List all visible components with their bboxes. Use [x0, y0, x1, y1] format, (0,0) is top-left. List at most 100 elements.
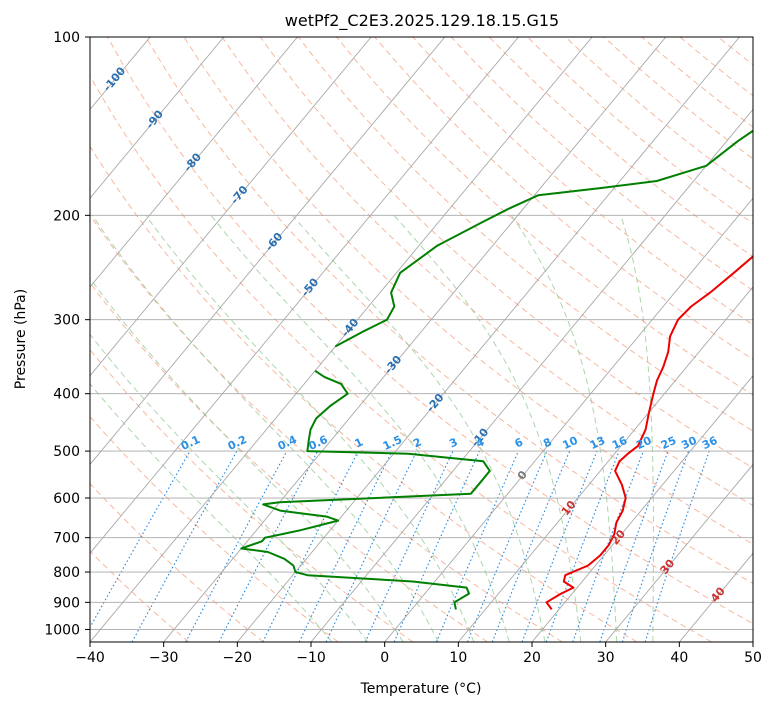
x-tick-label: −20 — [223, 650, 253, 666]
y-axis-label: Pressure (hPa) — [13, 289, 29, 389]
moist-adiabat — [510, 215, 618, 642]
mixing-ratio-label: 13 — [588, 434, 607, 452]
x-tick-label: 10 — [449, 650, 467, 666]
isotherm-line — [90, 37, 519, 554]
mixing-ratio-label: 20 — [634, 434, 654, 452]
isotherm-line — [0, 37, 76, 642]
mixing-ratio-label: 6 — [513, 435, 526, 450]
background-lines — [0, 37, 753, 642]
isotherm-line — [605, 463, 753, 642]
chart-title: wetPf2_C2E3.2025.129.18.15.G15 — [285, 11, 559, 31]
y-tick-label: 700 — [53, 531, 80, 547]
mixing-ratio-line — [521, 450, 598, 642]
mixing-ratio-label: 25 — [659, 434, 678, 452]
x-axis-ticks: −40 −30 −20 −10 0 10 20 30 40 50 — [75, 642, 762, 666]
y-tick-label: 100 — [53, 30, 80, 46]
y-tick-label: 900 — [53, 595, 80, 611]
isotherm-line — [310, 108, 753, 642]
mixing-ratio-line — [435, 450, 519, 642]
mixing-ratio-label: 16 — [610, 434, 630, 452]
dry-adiabat — [717, 37, 753, 66]
dry-adiabat — [90, 415, 339, 642]
isotherm-line — [90, 37, 593, 642]
moist-adiabat — [145, 215, 475, 642]
x-tick-label: 20 — [523, 650, 541, 666]
y-tick-label: 400 — [53, 387, 80, 403]
dry-adiabat — [679, 37, 753, 97]
x-tick-label: 30 — [597, 650, 615, 666]
moist-adiabat — [90, 277, 404, 642]
x-tick-label: 40 — [670, 650, 688, 666]
mixing-ratio-label: 30 — [679, 434, 699, 452]
moist-adiabat — [620, 215, 654, 642]
dry-adiabat — [374, 37, 753, 361]
mixing-ratio-label: 3 — [447, 435, 459, 450]
y-tick-label: 1000 — [44, 622, 80, 638]
dry-adiabat — [90, 482, 264, 642]
mixing-ratio-label: 2 — [411, 435, 423, 450]
dry-adiabat — [90, 550, 190, 642]
mixing-ratio-label: 0.2 — [226, 433, 249, 453]
y-axis-ticks: 100 200 300 400 500 600 700 800 900 1000 — [44, 30, 90, 638]
dry-adiabat — [641, 37, 753, 128]
dry-adiabat — [90, 214, 563, 642]
mixing-ratio-line — [599, 450, 669, 642]
dry-adiabat — [183, 37, 753, 545]
mixing-ratio-line — [466, 450, 548, 642]
dry-adiabat — [221, 37, 753, 507]
mixing-ratio-label: 1.5 — [381, 433, 404, 453]
plot-frame — [89, 36, 754, 643]
isotherm-line — [0, 37, 3, 642]
sounding-series — [240, 129, 753, 610]
dry-adiabat — [336, 37, 753, 396]
isotherm-line — [163, 37, 667, 642]
isotherm-line — [90, 37, 225, 199]
mixing-ratio-line — [572, 450, 644, 642]
mixing-ratio-line — [131, 450, 238, 642]
moist-adiabat — [292, 214, 546, 642]
isotherm-line — [752, 641, 753, 642]
mixing-ratio-label: 36 — [700, 434, 720, 452]
isotherm-line — [531, 375, 753, 642]
mixing-ratio-label: 10 — [561, 434, 581, 452]
isotherm-line — [457, 286, 753, 642]
dry-adiabat — [450, 37, 753, 292]
x-axis-label: Temperature (°C) — [360, 681, 482, 697]
dry-adiabat — [90, 348, 414, 642]
mixing-ratio-label: 1 — [353, 435, 365, 450]
temperature-trace — [545, 255, 753, 610]
isotherm-line — [384, 197, 753, 642]
mixing-ratio-label: 0.1 — [179, 433, 202, 453]
mixing-ratio-line — [491, 450, 571, 642]
mixing-ratio-line — [644, 450, 710, 642]
dewpoint-trace — [240, 129, 753, 610]
moist-adiabat — [90, 333, 369, 642]
x-tick-label: −40 — [75, 650, 105, 666]
dry-adiabat — [90, 281, 488, 642]
y-tick-label: 200 — [53, 208, 80, 224]
y-tick-label: 500 — [53, 444, 80, 460]
dry-adiabat — [90, 145, 638, 642]
mixing-ratio-line — [545, 450, 620, 642]
isotherm-line — [90, 37, 372, 377]
isotherm-line — [90, 37, 298, 288]
x-tick-label: 50 — [744, 650, 762, 666]
moist-adiabat — [91, 215, 439, 642]
mixing-ratio-line — [262, 450, 359, 642]
moist-adiabat — [210, 214, 510, 642]
dry-adiabat — [488, 37, 753, 258]
moist-adiabat — [393, 214, 582, 642]
y-tick-label: 800 — [53, 565, 80, 581]
x-tick-label: 0 — [380, 650, 389, 666]
isotherm-line — [90, 37, 446, 466]
line-labels: -100-90-80-70-60-50-40-30-20-10010203040… — [101, 64, 728, 605]
dry-adiabat — [259, 37, 753, 469]
dry-adiabat — [107, 37, 753, 625]
dry-adiabat — [90, 74, 712, 642]
x-tick-label: −10 — [296, 650, 326, 666]
moist-adiabat — [90, 383, 333, 642]
isotherm-line — [678, 552, 753, 642]
mixing-ratio-line — [90, 450, 191, 629]
mixing-ratio-line — [185, 450, 288, 642]
